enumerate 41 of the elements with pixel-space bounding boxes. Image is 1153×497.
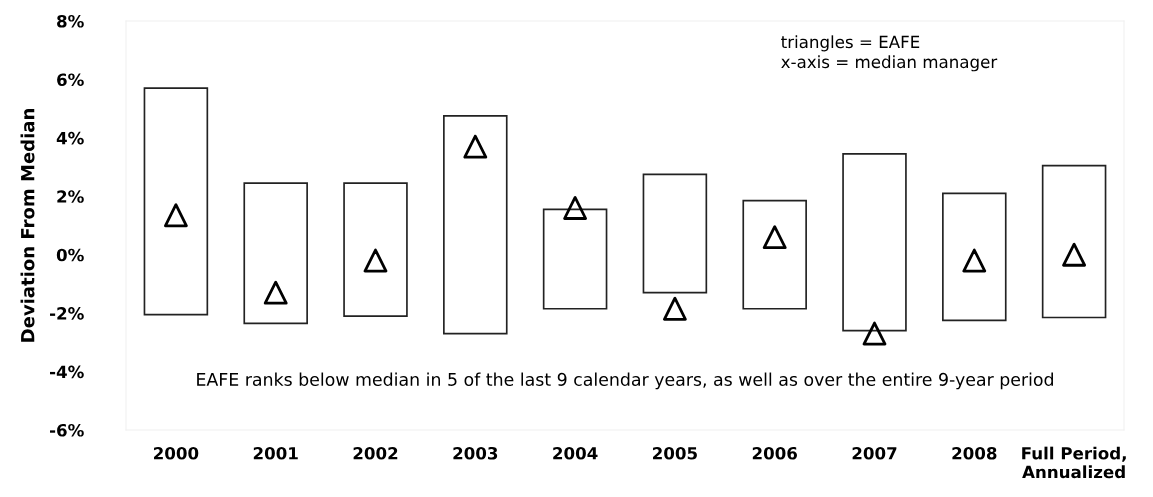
x-tick-label: 2004 xyxy=(553,446,598,460)
point xyxy=(163,203,188,228)
y-tick-label: 2% xyxy=(57,190,84,203)
point xyxy=(1062,242,1087,267)
bar xyxy=(642,173,708,294)
bar xyxy=(343,182,408,317)
annotation: EAFE ranks below median in 5 of the last 9 calendar years, as well as over the entire 9-year period xyxy=(197,372,1053,390)
y-tick-label: 0% xyxy=(56,248,84,262)
bar xyxy=(1041,164,1107,319)
y-axis-title: Deviation From Median xyxy=(20,109,35,342)
point xyxy=(762,225,787,250)
bar xyxy=(742,199,807,310)
x-tick-label: Full Period, Annualized xyxy=(1022,446,1126,479)
y-tick-label: -2% xyxy=(50,307,84,320)
bar xyxy=(143,87,209,316)
bar xyxy=(942,192,1007,322)
x-tick-label: 2006 xyxy=(752,446,797,460)
bar xyxy=(443,115,508,335)
bar xyxy=(842,153,907,332)
x-tick-label: 2001 xyxy=(253,446,298,460)
bar xyxy=(243,182,308,325)
x-tick-label: 2002 xyxy=(353,446,398,460)
point xyxy=(662,296,687,321)
x-tick-label: 2008 xyxy=(952,446,997,460)
x-tick-label: 2005 xyxy=(653,446,697,460)
point xyxy=(862,321,887,346)
y-tick-label: 8% xyxy=(57,14,84,28)
point xyxy=(363,248,388,273)
point xyxy=(463,134,488,159)
x-tick-label: 2000 xyxy=(154,446,199,460)
point xyxy=(263,280,288,305)
y-tick-label: 4% xyxy=(56,131,84,145)
point xyxy=(962,248,987,273)
y-tick-label: 6% xyxy=(57,73,84,86)
annotation: triangles = EAFE x-axis = median manager xyxy=(781,35,998,72)
point xyxy=(563,196,588,220)
x-tick-label: 2007 xyxy=(852,446,897,460)
y-tick-label: -6% xyxy=(50,423,84,437)
bar xyxy=(542,208,608,310)
y-tick-label: -4% xyxy=(50,365,84,379)
x-tick-label: 2003 xyxy=(453,446,498,460)
